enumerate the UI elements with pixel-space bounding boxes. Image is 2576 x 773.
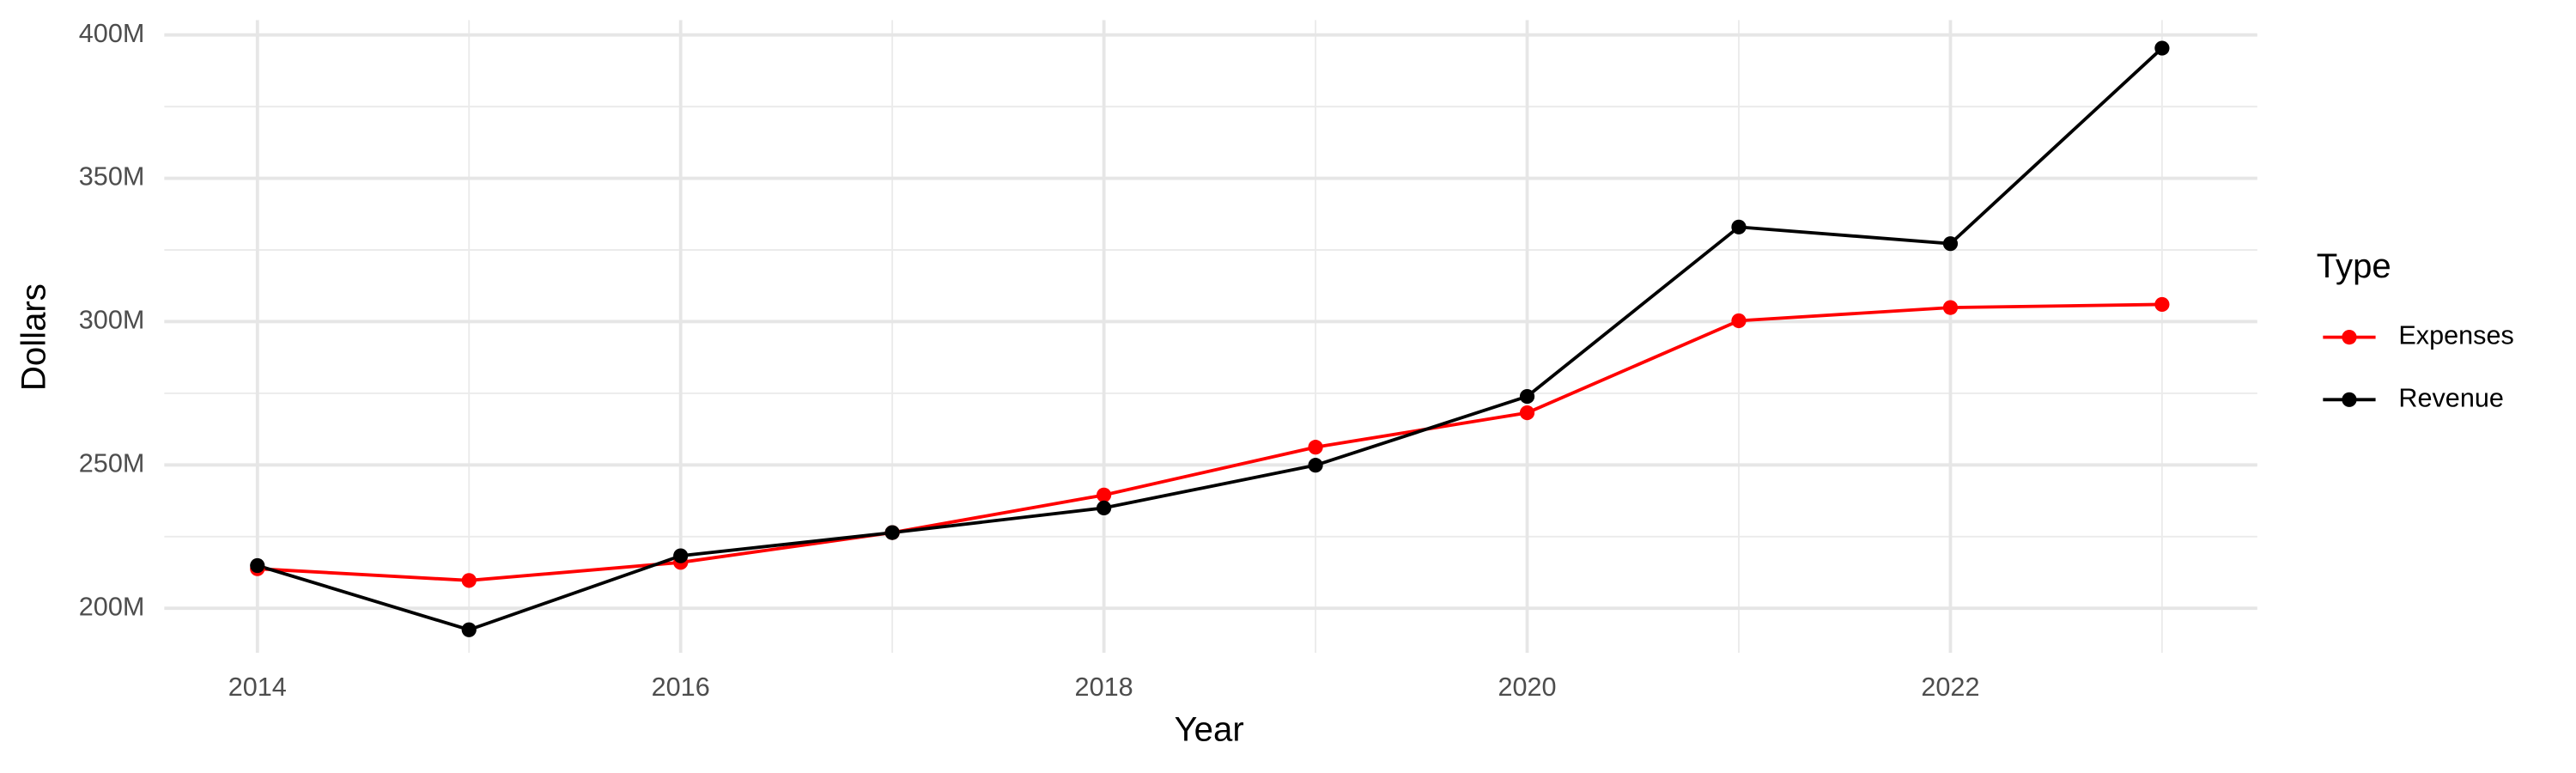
y-tick-label: 400M — [79, 19, 145, 48]
x-tick-label: 2022 — [1921, 673, 1979, 702]
series-line — [257, 302, 2162, 582]
data-point — [2154, 40, 2170, 56]
legend-item: Expenses — [2323, 321, 2514, 350]
data-point — [1519, 388, 1535, 405]
legend-title: Type — [2317, 247, 2391, 285]
y-tick-label: 300M — [79, 306, 145, 335]
data-point — [1308, 458, 1323, 473]
legend-label: Expenses — [2398, 321, 2513, 350]
legend-label: Revenue — [2398, 383, 2504, 412]
data-point — [1942, 300, 1959, 315]
grid — [164, 20, 2257, 653]
data-point — [461, 622, 477, 637]
legend-item: Revenue — [2323, 383, 2504, 412]
y-tick-label: 200M — [79, 592, 145, 621]
data-point — [1731, 219, 1747, 234]
data-point — [884, 525, 900, 540]
data-point — [461, 573, 477, 588]
data-point — [1731, 313, 1747, 329]
legend-key-point — [2342, 329, 2357, 345]
x-tick-label: 2018 — [1075, 673, 1133, 702]
x-tick-label: 2016 — [652, 673, 710, 702]
series-line — [257, 46, 2164, 632]
data-point — [250, 557, 265, 574]
y-axis-label: Dollars — [15, 283, 53, 391]
data-point — [1519, 405, 1535, 421]
data-point — [673, 548, 689, 563]
y-tick-label: 250M — [79, 448, 145, 478]
x-axis-label: Year — [1175, 709, 1244, 748]
data-point — [1308, 440, 1323, 455]
data-point — [2154, 296, 2170, 313]
data-point — [1097, 487, 1112, 502]
legend-key-point — [2342, 392, 2357, 407]
x-tick-label: 2014 — [228, 673, 287, 702]
y-tick-label: 350M — [79, 162, 145, 192]
data-point — [1097, 500, 1112, 516]
data-point — [1942, 236, 1959, 252]
x-tick-label: 2020 — [1498, 673, 1556, 702]
